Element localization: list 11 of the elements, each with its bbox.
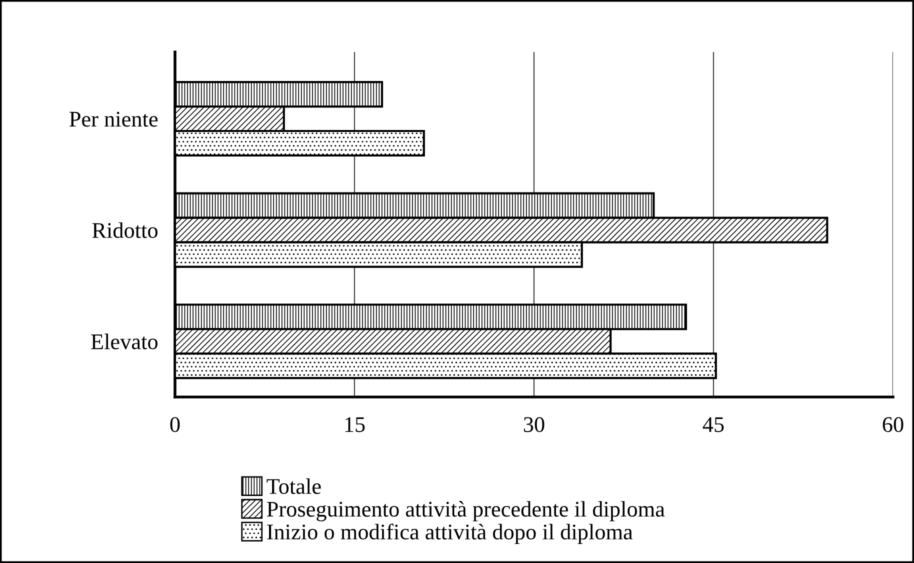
legend-label: Proseguimento attività precedente il diploma [266, 501, 665, 522]
y-tick-label: Per niente [69, 112, 158, 127]
x-tick-label: 45 [702, 417, 724, 432]
legend-label: Inizio o modifica attività dopo il diploma [267, 524, 633, 544]
y-tick-label: Ridotto [92, 222, 158, 238]
x-tick-label: 15 [345, 417, 365, 432]
x-tick-label: 30 [524, 417, 544, 432]
x-tick-label: 60 [882, 417, 904, 432]
x-tick-label: 0 [170, 417, 180, 432]
legend-label: Totale [266, 478, 321, 494]
y-tick-label: Elevato [91, 334, 158, 350]
